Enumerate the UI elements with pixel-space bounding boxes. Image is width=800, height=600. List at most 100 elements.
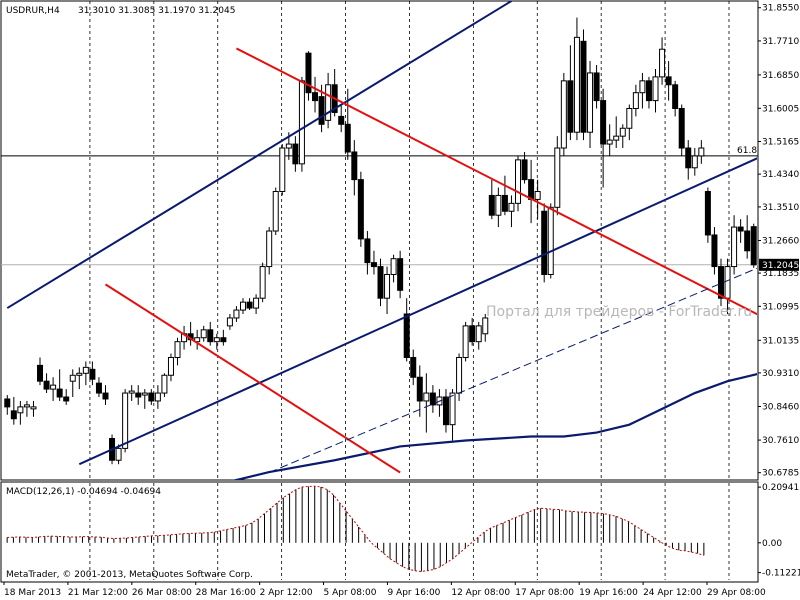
candle-body bbox=[161, 374, 168, 394]
candle-body bbox=[547, 206, 554, 275]
time-axis[interactable]: 18 Mar 2013 21 Mar 12:00 26 Mar 08:00 28 Ma… bbox=[3, 582, 766, 598]
candle-body bbox=[691, 155, 698, 169]
candle-body bbox=[246, 301, 253, 309]
candle-body bbox=[521, 159, 528, 181]
time-axis-tick-label: 2 Apr 12:00 bbox=[260, 588, 313, 598]
price-axis-tick-label: 30.7610 bbox=[762, 436, 799, 446]
candle-body bbox=[226, 317, 233, 327]
candle-body bbox=[266, 230, 273, 268]
price-axis-tick-label: 31.0995 bbox=[762, 302, 799, 312]
dashed-trendline bbox=[268, 267, 757, 473]
macd-pane-frame bbox=[0, 481, 759, 583]
vertical-gridlines bbox=[89, 1, 730, 480]
price-axis-tick-label: 31.2660 bbox=[762, 237, 799, 247]
macd-axis-tick-label: 0.20941 bbox=[762, 483, 799, 493]
candle-body bbox=[488, 194, 495, 216]
candle-body bbox=[645, 80, 652, 102]
candle-body bbox=[23, 404, 30, 408]
candle-body bbox=[528, 179, 535, 200]
price-axis-tick-label: 30.8460 bbox=[762, 402, 799, 412]
candle-body bbox=[619, 127, 626, 137]
candle-body bbox=[672, 84, 679, 109]
time-axis-tick-label: 26 Mar 08:00 bbox=[132, 588, 192, 598]
price-axis-tick-label: 31.8550 bbox=[762, 4, 799, 14]
price-axis-tick-label: 30.9310 bbox=[762, 369, 799, 379]
macd-axis[interactable]: 0.20941 0.00 -0.11221 bbox=[758, 483, 800, 579]
candle-body bbox=[259, 266, 266, 299]
candle-body bbox=[154, 392, 161, 402]
candle-body bbox=[744, 230, 751, 252]
price-axis-tick-label: 31.3510 bbox=[762, 203, 799, 213]
candle-body bbox=[285, 143, 292, 149]
price-axis-tick-label: 31.6005 bbox=[762, 104, 799, 114]
candle-body bbox=[377, 266, 384, 299]
candle-body bbox=[449, 392, 456, 426]
candle-body bbox=[606, 139, 613, 145]
candle-body bbox=[626, 107, 633, 129]
price-axis-tick-label: 31.5165 bbox=[762, 137, 799, 147]
price-axis-tick-label: 31.4340 bbox=[762, 170, 799, 180]
price-axis[interactable]: 31.8550 31.7710 31.6850 31.6005 31.5165 31.43… bbox=[758, 4, 799, 479]
candle-body bbox=[717, 266, 724, 299]
candle-body bbox=[213, 337, 220, 343]
candle-body bbox=[298, 80, 305, 165]
candle-body bbox=[423, 392, 430, 402]
candle-body bbox=[17, 406, 24, 414]
candle-body bbox=[613, 135, 620, 141]
candle-body bbox=[711, 234, 718, 268]
candle-body bbox=[148, 392, 155, 402]
candle-body bbox=[89, 368, 96, 380]
candle-body bbox=[220, 337, 227, 343]
time-axis-tick-label: 21 Mar 12:00 bbox=[68, 588, 128, 598]
candle-body bbox=[508, 202, 515, 212]
candle-body bbox=[390, 258, 397, 275]
channel-line bbox=[78, 157, 757, 466]
candle-body bbox=[4, 398, 11, 408]
candle-body bbox=[515, 159, 522, 204]
candle-body bbox=[102, 392, 109, 400]
candle-body bbox=[135, 392, 142, 398]
candle-body bbox=[174, 341, 181, 358]
time-axis-tick-label: 29 Apr 08:00 bbox=[707, 588, 766, 598]
price-pane[interactable]: Портал для трейдеров - ForTrader.ru USDR… bbox=[0, 0, 780, 488]
candle-body bbox=[95, 382, 102, 394]
candle-body bbox=[737, 226, 744, 232]
candle-body bbox=[344, 123, 351, 153]
candle-body bbox=[397, 258, 404, 291]
candle-body bbox=[357, 179, 364, 240]
time-axis-tick-label: 19 Apr 16:00 bbox=[579, 588, 638, 598]
time-axis-tick-label: 17 Apr 08:00 bbox=[515, 588, 574, 598]
candle-body bbox=[239, 301, 246, 311]
candle-body bbox=[704, 190, 711, 236]
candle-body bbox=[233, 309, 240, 319]
macd-pane[interactable]: MACD(12,26,1) -0.04694 -0.04694 MetaTrad… bbox=[0, 481, 759, 583]
candle-body bbox=[462, 325, 469, 358]
fibonacci-level-label: 61.8 bbox=[737, 146, 757, 156]
candle-body bbox=[698, 147, 705, 157]
time-axis-tick-label: 18 Mar 2013 bbox=[4, 588, 61, 598]
candle-body bbox=[82, 366, 89, 374]
symbol-label: USDRUR,H4 bbox=[6, 6, 60, 16]
candle-body bbox=[76, 372, 83, 376]
candle-body bbox=[272, 190, 279, 232]
channel-line bbox=[235, 47, 757, 316]
candle-body bbox=[318, 96, 325, 125]
candle-body bbox=[122, 392, 129, 449]
candle-body bbox=[325, 84, 332, 121]
candle-body bbox=[442, 396, 449, 426]
candle-body bbox=[292, 143, 299, 165]
copyright-text: MetaTrader, © 2001-2013, MetaQuotes Soft… bbox=[6, 570, 253, 580]
candle-body bbox=[253, 297, 260, 309]
candle-body bbox=[685, 147, 692, 169]
candle-body bbox=[639, 80, 646, 94]
macd-vertical-gridlines bbox=[89, 483, 730, 580]
candle-body bbox=[56, 388, 63, 398]
candle-body bbox=[482, 317, 489, 335]
candle-body bbox=[429, 392, 436, 406]
candle-body bbox=[678, 107, 685, 149]
candle-body bbox=[141, 392, 148, 396]
candle-body bbox=[128, 390, 135, 394]
time-axis-tick-label: 12 Apr 08:00 bbox=[451, 588, 510, 598]
time-axis-tick-label: 28 Mar 16:00 bbox=[196, 588, 256, 598]
